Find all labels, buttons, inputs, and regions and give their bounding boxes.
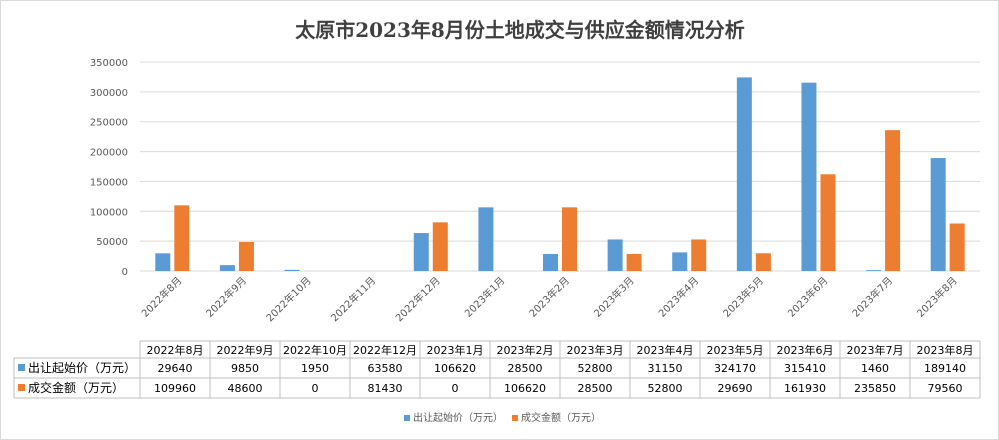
x-category-label: 2022年10月	[263, 274, 313, 324]
table-header-cell: 2023年4月	[637, 343, 694, 357]
table-legend-key	[18, 384, 25, 391]
x-category-label: 2023年2月	[526, 274, 572, 320]
bar-series1	[155, 253, 171, 271]
table-header-cell: 2022年8月	[147, 343, 204, 357]
table-header-cell: 2023年8月	[917, 343, 974, 357]
table-cell: 63580	[368, 362, 403, 375]
x-category-label: 2022年9月	[203, 274, 249, 320]
bar-series2	[820, 174, 836, 271]
bar-series2	[885, 130, 901, 271]
table-cell: 106620	[504, 382, 546, 395]
bar-series1	[284, 269, 300, 271]
bar-series1	[543, 253, 558, 271]
table-row-label: 成交金额（万元）	[28, 380, 124, 395]
legend-key	[404, 415, 410, 421]
table-cell: 9850	[231, 362, 259, 375]
chart-title: 太原市2023年8月份土地成交与供应金额情况分析	[295, 18, 745, 42]
x-category-label: 2023年6月	[785, 274, 831, 320]
bar-series1	[413, 233, 429, 271]
y-tick-label: 0	[122, 267, 128, 278]
table-cell: 31150	[648, 362, 683, 375]
table-cell: 52800	[648, 382, 683, 395]
legend-key	[512, 415, 518, 421]
bar-series1	[607, 239, 623, 271]
table-header-cell: 2023年6月	[777, 343, 834, 357]
bar-series2	[755, 253, 771, 271]
table-cell: 0	[452, 382, 459, 395]
table-cell: 189140	[924, 362, 966, 375]
table-header-cell: 2023年7月	[847, 343, 904, 357]
table-cell: 106620	[434, 362, 476, 375]
table-cell: 161930	[784, 382, 826, 395]
y-tick-label: 50000	[96, 237, 128, 248]
table-header-cell: 2022年9月	[217, 343, 274, 357]
y-tick-label: 200000	[90, 148, 128, 159]
table-cell: 235850	[854, 382, 896, 395]
bar-series1	[736, 77, 752, 272]
y-tick-label: 350000	[90, 58, 128, 69]
table-cell: 48600	[228, 382, 263, 395]
x-category-label: 2023年1月	[462, 274, 508, 320]
table-header-cell: 2023年5月	[707, 343, 764, 357]
bar-series1	[672, 252, 688, 271]
y-tick-label: 150000	[90, 177, 128, 188]
table-cell: 28500	[578, 382, 613, 395]
table-cell: 1460	[861, 362, 889, 375]
x-category-label: 2023年3月	[591, 274, 637, 320]
x-category-label: 2023年5月	[720, 274, 766, 320]
bar-series2	[174, 205, 190, 271]
table-legend-key	[18, 364, 25, 371]
bar-series1	[930, 158, 946, 271]
legend-label: 出让起始价（万元）	[413, 411, 503, 424]
bar-series2	[562, 207, 577, 271]
x-category-label: 2022年12月	[393, 274, 443, 324]
table-cell: 81430	[368, 382, 403, 395]
table-header-cell: 2023年1月	[427, 343, 484, 357]
bar-series1	[866, 270, 882, 271]
table-cell: 52800	[578, 362, 613, 375]
legend-label: 成交金额（万元）	[521, 411, 601, 424]
x-category-label: 2023年4月	[656, 274, 702, 320]
x-category-label: 2023年8月	[914, 274, 960, 320]
table-header-cell: 2023年3月	[567, 343, 624, 357]
x-category-label: 2022年11月	[328, 274, 378, 324]
bar-series1	[478, 207, 494, 271]
y-tick-label: 300000	[90, 88, 128, 99]
table-cell: 29640	[158, 362, 193, 375]
y-tick-label: 100000	[90, 207, 128, 218]
table-cell: 0	[312, 382, 319, 395]
table-cell: 29690	[718, 382, 753, 395]
table-cell: 79560	[928, 382, 963, 395]
table-cell: 324170	[714, 362, 756, 375]
bar-series2	[238, 241, 254, 271]
y-tick-label: 250000	[90, 118, 128, 129]
bar-series2	[432, 222, 448, 271]
bar-series2	[626, 253, 642, 271]
bar-series2	[691, 239, 707, 271]
bar-series1	[801, 82, 817, 271]
table-header-cell: 2023年2月	[497, 343, 554, 357]
table-row-label: 出让起始价（万元）	[28, 361, 136, 375]
x-category-label: 2023年7月	[849, 274, 895, 320]
bar-series2	[949, 223, 965, 271]
table-cell: 315410	[784, 362, 826, 375]
bar-series1	[219, 265, 235, 271]
table-cell: 1950	[301, 362, 329, 375]
table-cell: 109960	[154, 382, 196, 395]
table-cell: 28500	[508, 362, 543, 375]
table-header-cell: 2022年12月	[353, 343, 417, 357]
x-category-label: 2022年8月	[139, 274, 185, 320]
table-header-cell: 2022年10月	[283, 343, 347, 357]
